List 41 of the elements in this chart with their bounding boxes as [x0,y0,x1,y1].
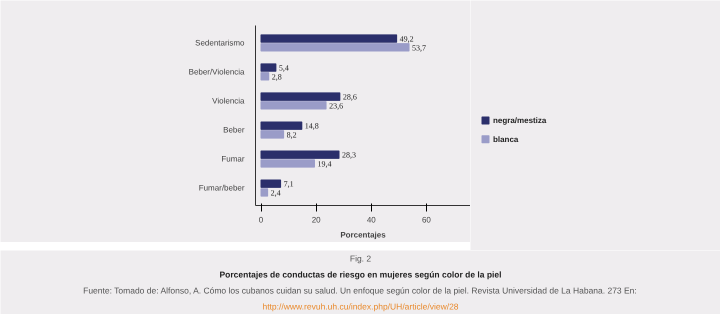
bar [260,63,276,72]
x-tick-label: 60 [422,216,432,224]
bar [260,43,410,52]
data-label: 2,8 [272,72,282,82]
y-tick-label: Beber/Violencia [188,67,246,76]
data-label: 2,4 [270,188,281,198]
data-label: 19,4 [317,159,332,168]
data-label: 53,7 [412,43,426,52]
x-axis-title: Porcentajes [340,230,386,240]
x-tick-label: 40 [366,216,376,224]
y-tick-label: Fumar [221,154,245,164]
bar [260,180,282,188]
bar [260,101,327,110]
source-note: Fuente: Tomado de: Alfonso, A. Cómo los cubanos cuidan su salud. Un enfoque según color de la piel. Revista Universidad de La Habana. 273 En: [83,286,637,296]
y-tick-label: Violencia [212,96,246,106]
bar [260,121,302,130]
text: http://www.revuh.uh.cu/index.php/UH/article/view/28 [262,302,459,312]
y-tick-label: Beber [223,126,245,135]
bar [260,130,284,139]
data-label: 23,6 [329,101,344,110]
bar [260,72,270,81]
bar [260,34,398,43]
y-tick-label: Fumar/beber [198,184,245,193]
data-label: 28,6 [342,92,357,102]
bar [260,159,315,168]
legend-label: negra/mestiza [493,116,547,125]
data-label: 14,8 [304,122,319,131]
y-tick-label: Sedentarismo [195,38,246,48]
x-tick-label: 0 [258,216,264,224]
data-label: 28,3 [342,150,356,160]
text: Porcentajes de conductas de riesgo en mujeres según color de la piel [219,270,502,280]
data-label: 5,4 [278,64,289,73]
bar [260,92,340,101]
data-label: 7,1 [284,180,294,189]
data-label: 8,2 [286,130,297,140]
caption: Fig. 2 [350,254,372,264]
data-label: 49,2 [400,34,414,44]
bar [260,188,268,197]
bar [260,150,340,159]
legend-label: blanca [493,134,519,144]
x-tick-label: 20 [312,216,322,224]
